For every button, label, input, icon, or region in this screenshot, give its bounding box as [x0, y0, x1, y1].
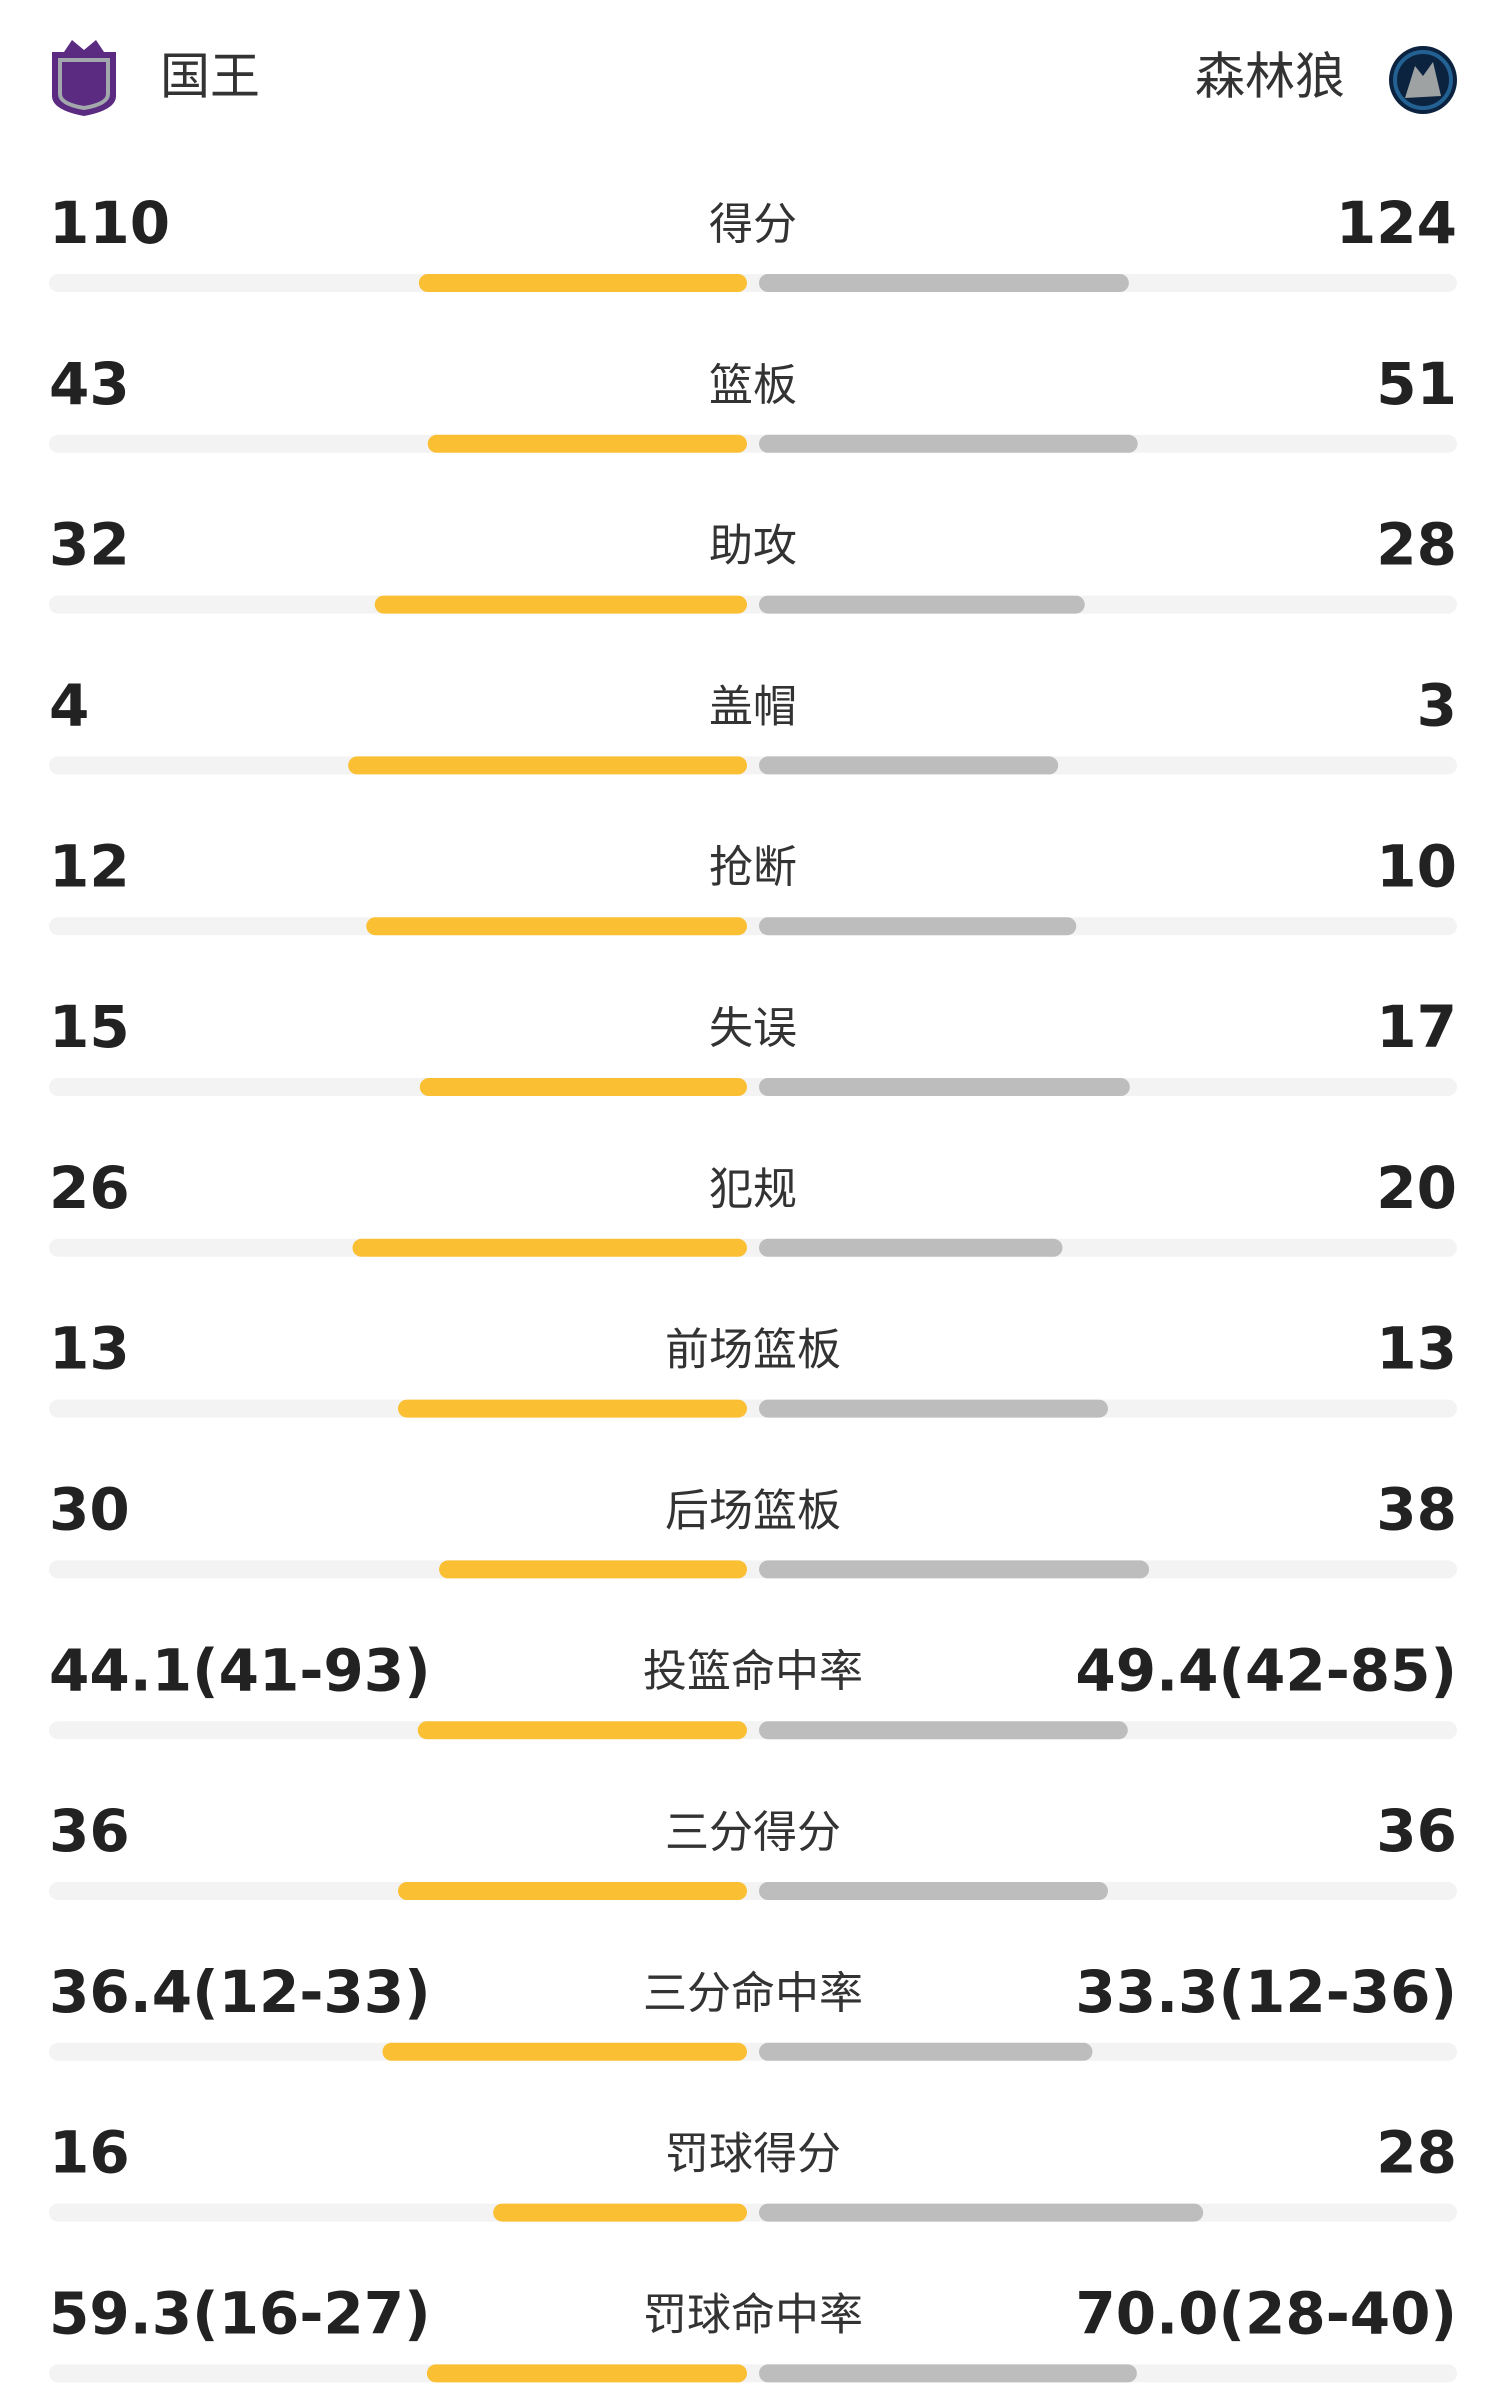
bar-track: [49, 1560, 1457, 1579]
away-bar: [759, 1560, 1150, 1579]
stat-label: 三分得分: [665, 1807, 841, 1858]
away-bar: [759, 2042, 1093, 2061]
away-value: 20: [1376, 1154, 1457, 1222]
home-bar: [426, 2364, 747, 2383]
stat-label: 盖帽: [709, 681, 797, 732]
away-value: 38: [1376, 1476, 1457, 1544]
home-value: 26: [49, 1154, 130, 1222]
home-team-name: 国王: [160, 48, 260, 106]
home-bar: [398, 1882, 747, 1900]
away-value: 70.0(28-40): [1075, 2280, 1457, 2348]
home-value: 59.3(16-27): [49, 2280, 431, 2348]
away-value: 49.4(42-85): [1075, 1636, 1457, 1704]
away-bar: [759, 595, 1085, 614]
bar-track: [49, 1399, 1457, 1418]
away-bar: [759, 2203, 1204, 2222]
bar-track: [49, 1721, 1457, 1740]
away-bar: [759, 434, 1138, 453]
away-value: 124: [1336, 189, 1457, 257]
bar-track: [49, 1078, 1457, 1096]
home-bar: [352, 1238, 747, 1257]
away-bar: [759, 917, 1077, 936]
stat-label: 投篮命中率: [643, 1646, 863, 1697]
home-bar: [427, 434, 747, 453]
bar-track: [49, 2364, 1457, 2383]
away-bar: [759, 1238, 1063, 1257]
away-value: 51: [1376, 350, 1457, 418]
home-bar: [419, 1078, 747, 1096]
stat-label: 得分: [709, 199, 797, 250]
home-value: 4: [49, 672, 89, 740]
home-value: 30: [49, 1476, 130, 1544]
away-value: 13: [1376, 1315, 1457, 1383]
away-value: 17: [1376, 993, 1457, 1061]
bar-track: [49, 2203, 1457, 2222]
away-bar: [759, 1399, 1108, 1418]
home-bar: [374, 595, 747, 614]
home-value: 44.1(41-93): [49, 1636, 431, 1704]
stat-label: 篮板: [709, 360, 797, 411]
home-value: 43: [49, 350, 130, 418]
bar-track: [49, 917, 1457, 936]
stat-label: 罚球命中率: [643, 2289, 863, 2340]
bar-track: [49, 434, 1457, 453]
bar-track: [49, 2042, 1457, 2061]
away-bar: [759, 2364, 1137, 2383]
stat-label: 失误: [709, 1003, 797, 1054]
home-value: 110: [49, 189, 170, 257]
stat-label: 抢断: [709, 842, 797, 893]
home-logo: [52, 40, 116, 116]
bar-track: [49, 595, 1457, 614]
stat-label: 助攻: [709, 521, 797, 572]
home-value: 13: [49, 1315, 130, 1383]
stat-label: 罚球得分: [665, 2129, 841, 2180]
home-value: 15: [49, 993, 130, 1061]
home-bar: [417, 1721, 747, 1740]
home-value: 36.4(12-33): [49, 1958, 431, 2026]
away-value: 3: [1417, 672, 1457, 740]
home-bar: [366, 917, 747, 936]
away-logo: [1389, 46, 1457, 114]
away-bar: [759, 1882, 1108, 1900]
away-bar: [759, 756, 1059, 775]
stat-label: 犯规: [709, 1164, 797, 1215]
home-value: 16: [49, 2119, 130, 2187]
stat-label: 后场篮板: [665, 1485, 841, 1536]
home-value: 12: [49, 832, 130, 900]
away-value: 28: [1376, 2119, 1457, 2187]
bar-track: [49, 1882, 1457, 1900]
away-value: 28: [1376, 511, 1457, 579]
away-value: 10: [1376, 832, 1457, 900]
away-value: 33.3(12-36): [1075, 1958, 1457, 2026]
home-bar: [493, 2203, 747, 2222]
home-bar: [439, 1560, 747, 1579]
away-bar: [759, 274, 1129, 292]
away-team-name: 森林狼: [1195, 48, 1345, 106]
bar-track: [49, 274, 1457, 292]
bar-track: [49, 1238, 1457, 1257]
home-bar: [382, 2042, 747, 2061]
stat-label: 前场篮板: [665, 1325, 841, 1376]
stat-label: 三分命中率: [643, 1968, 863, 2019]
bar-track: [49, 756, 1457, 775]
away-bar: [759, 1721, 1128, 1740]
away-value: 36: [1376, 1797, 1457, 1865]
home-bar: [348, 756, 747, 775]
home-bar: [398, 1399, 747, 1418]
home-bar: [418, 274, 747, 292]
home-value: 32: [49, 511, 130, 579]
away-bar: [759, 1078, 1130, 1096]
home-value: 36: [49, 1797, 130, 1865]
